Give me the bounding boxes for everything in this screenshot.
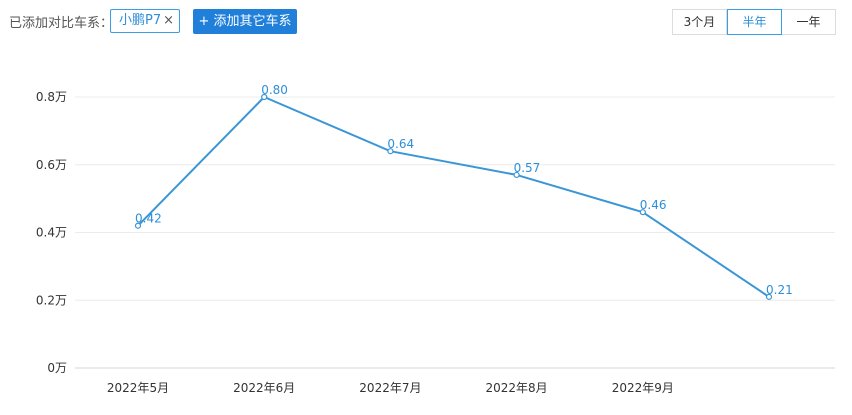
tab-3-months[interactable]: 3个月 [673, 10, 727, 34]
series-line [137, 96, 770, 298]
data-label: 0.80 [261, 83, 288, 97]
add-series-button[interactable]: + 添加其它车系 [193, 9, 297, 34]
chip-label: 小鹏P7 [119, 13, 162, 28]
close-icon[interactable]: × [163, 13, 174, 28]
data-point [261, 93, 268, 101]
data-point [765, 293, 773, 300]
compare-label: 已添加对比车系： [9, 16, 114, 31]
x-tick-label: 2022年6月 [233, 381, 295, 395]
tab-one-year[interactable]: 一年 [796, 15, 821, 29]
plus-icon: + [198, 14, 210, 29]
data-label: 0.42 [135, 212, 162, 226]
data-label: 0.57 [514, 161, 541, 175]
data-point [639, 209, 646, 216]
data-point [134, 222, 142, 229]
data-point [387, 148, 394, 155]
x-tick-label: 2022年8月 [486, 381, 548, 395]
period-selector: 3个月 半年 一年 [672, 9, 836, 35]
toolbar: 已添加对比车系： 小鹏P7 × + 添加其它车系 3个月 半年 一年 [0, 0, 852, 44]
x-tick-label: 2022年9月 [612, 381, 674, 395]
x-tick-label: 2022年5月 [107, 381, 169, 395]
data-point [513, 171, 520, 179]
data-label: 0.64 [387, 137, 414, 151]
data-label: 0.21 [766, 283, 793, 297]
tab-half-year[interactable]: 半年 [727, 9, 782, 35]
x-tick-label: 2022年7月 [359, 381, 421, 395]
y-tick-label: 0.2万 [36, 293, 67, 307]
y-tick-label: 0.6万 [36, 158, 67, 172]
data-label: 0.46 [640, 198, 667, 212]
y-tick-label: 0万 [47, 361, 67, 375]
compare-chip[interactable]: 小鹏P7 × [110, 9, 180, 33]
add-series-label: 添加其它车系 [213, 14, 292, 29]
y-tick-label: 0.4万 [36, 226, 67, 240]
y-tick-label: 0.8万 [36, 90, 67, 104]
